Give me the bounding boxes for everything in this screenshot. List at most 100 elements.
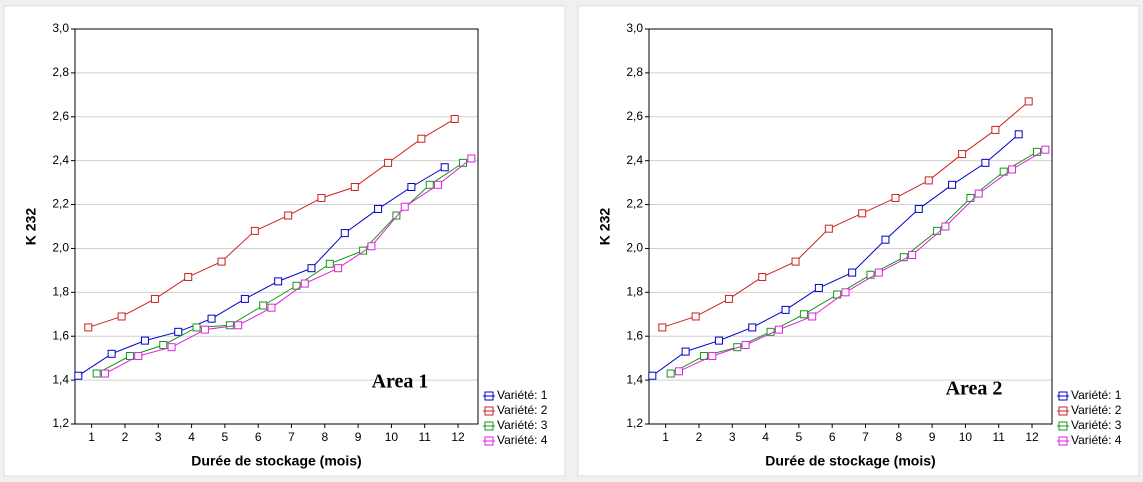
x-tick-label: 9	[355, 430, 362, 444]
point-marker	[467, 154, 476, 163]
panel-background	[577, 5, 1140, 477]
point-marker	[958, 150, 967, 159]
x-tick-label: 8	[321, 430, 328, 444]
x-tick-label: 3	[729, 430, 736, 444]
point-marker	[733, 343, 742, 352]
point-marker	[259, 301, 268, 310]
x-tick-label: 10	[959, 430, 973, 444]
point-marker	[167, 343, 176, 352]
point-marker	[234, 321, 243, 330]
point-marker	[367, 242, 376, 251]
point-marker	[858, 209, 867, 218]
y-tick-label: 2,0	[52, 241, 69, 255]
point-marker	[384, 158, 393, 167]
point-marker	[1008, 165, 1017, 174]
annotation: Area 2	[946, 378, 1003, 400]
x-tick-label: 7	[862, 430, 869, 444]
plot-frame	[74, 28, 479, 425]
point-marker	[848, 268, 857, 277]
point-marker	[150, 294, 159, 303]
chart-panel: 1,21,41,61,82,02,22,42,62,83,01 2 3 4 5 6 7 8 9 1…	[3, 5, 566, 477]
y-tick-label: 1,8	[52, 285, 69, 299]
point-marker	[350, 183, 359, 191]
y-tick-label: 1,4	[626, 372, 643, 386]
series-line	[78, 166, 445, 377]
point-marker	[966, 193, 975, 202]
point-marker	[84, 323, 93, 332]
x-axis-label: Durée de stockage (mois)	[765, 453, 935, 469]
y-tick-label: 1,8	[626, 285, 643, 299]
y-tick-label: 2,8	[52, 65, 69, 79]
x-tick-label: 12	[1025, 430, 1039, 444]
point-marker	[666, 369, 675, 378]
point-marker	[274, 277, 283, 286]
x-tick-label: 6	[255, 430, 262, 444]
series-line	[104, 158, 472, 374]
point-marker	[359, 246, 368, 255]
point-marker	[217, 257, 226, 266]
x-axis-label: Durée de stockage (mois)	[191, 453, 361, 469]
x-tick-label: 5	[796, 430, 803, 444]
y-tick-label: 2,4	[52, 153, 69, 167]
series-line	[652, 133, 1020, 377]
series-line	[88, 118, 455, 328]
point-marker	[334, 264, 343, 273]
point-marker	[924, 176, 933, 185]
y-axis-label: K 232	[23, 208, 39, 246]
point-marker	[425, 180, 434, 189]
x-tick-label: 1	[662, 430, 669, 444]
x-tick-label: 3	[155, 430, 162, 444]
point-marker	[691, 312, 700, 321]
x-tick-label: 4	[188, 430, 195, 444]
y-tick-label: 3,0	[52, 21, 69, 35]
panel-background	[3, 5, 566, 477]
point-marker	[866, 270, 875, 279]
annotation: Area 1	[372, 371, 429, 393]
x-tick-label: 2	[122, 430, 129, 444]
point-marker	[250, 226, 259, 235]
x-tick-label: 6	[829, 430, 836, 444]
point-marker	[681, 347, 690, 356]
legend-label: Variété: 2	[1071, 403, 1122, 417]
point-marker	[914, 204, 923, 213]
point-marker	[1014, 130, 1023, 139]
y-tick-label: 1,4	[52, 372, 69, 386]
point-marker	[741, 341, 750, 349]
point-marker	[192, 323, 201, 332]
point-marker	[1041, 145, 1050, 154]
y-tick-label: 1,2	[52, 416, 69, 430]
point-marker	[392, 211, 401, 220]
point-marker	[134, 351, 143, 360]
y-tick-label: 1,2	[626, 416, 643, 430]
point-marker	[799, 310, 808, 319]
legend-label: Variété: 3	[1071, 418, 1122, 432]
legend-label: Variété: 4	[497, 433, 548, 447]
x-tick-label: 7	[288, 430, 295, 444]
x-tick-label: 4	[762, 430, 769, 444]
y-tick-label: 2,8	[626, 65, 643, 79]
legend-label: Variété: 3	[497, 418, 548, 432]
point-marker	[1024, 97, 1033, 106]
y-tick-label: 1,6	[52, 328, 69, 342]
point-marker	[891, 193, 900, 202]
point-marker	[874, 268, 883, 277]
point-marker	[74, 371, 83, 380]
point-marker	[125, 351, 134, 360]
point-marker	[658, 323, 667, 332]
chart-panel: 1,21,41,61,82,02,22,42,62,83,01 2 3 4 5 6 7 8 9 1…	[577, 5, 1140, 477]
point-marker	[267, 303, 276, 312]
point-marker	[708, 351, 717, 360]
y-tick-label: 3,0	[626, 21, 643, 35]
x-tick-label: 10	[385, 430, 399, 444]
point-marker	[225, 321, 234, 330]
point-marker	[758, 272, 767, 281]
point-marker	[400, 202, 409, 211]
point-marker	[440, 163, 449, 172]
point-marker	[841, 288, 850, 297]
point-marker	[374, 204, 383, 213]
y-tick-label: 2,6	[52, 109, 69, 123]
point-marker	[140, 336, 149, 345]
point-marker	[240, 294, 249, 303]
point-marker	[340, 229, 349, 238]
